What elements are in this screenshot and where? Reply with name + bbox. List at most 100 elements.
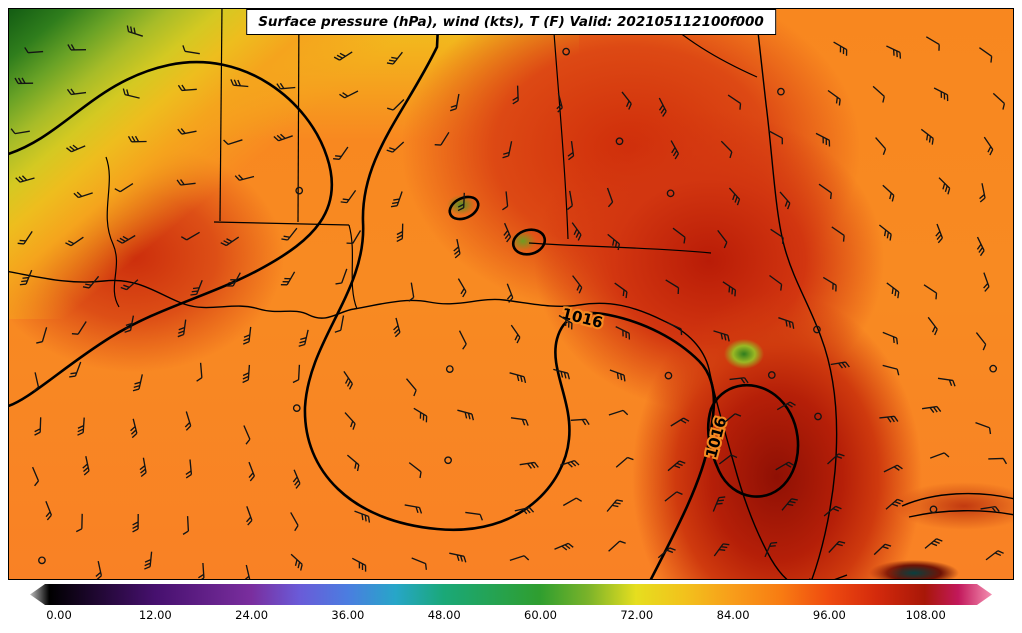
pressure-contour — [706, 383, 800, 498]
wind-barb — [922, 405, 942, 413]
wind-barb — [823, 505, 842, 517]
wind-barb — [273, 133, 293, 142]
wind-barb — [822, 276, 837, 292]
wind-barb — [132, 374, 143, 392]
wind-barb — [177, 128, 197, 135]
wind-barb — [333, 146, 349, 160]
wind-barb — [15, 175, 35, 183]
wind-barb — [509, 555, 530, 562]
wind-barb — [116, 234, 136, 244]
wind-barb — [184, 411, 192, 431]
wind-barb — [606, 187, 614, 208]
wind-barb — [408, 282, 415, 302]
wind-barb — [929, 452, 950, 459]
wind-barb — [713, 330, 730, 342]
wind-barb — [815, 132, 831, 147]
wind-barb — [82, 275, 100, 289]
wind-barb — [770, 228, 784, 244]
wind-barb — [404, 504, 423, 514]
wind-barb — [346, 230, 362, 245]
pressure-contour — [448, 195, 480, 221]
wind-barb — [127, 135, 147, 143]
wind-barb — [672, 227, 686, 244]
wind-barb — [292, 469, 301, 489]
wind-barb — [828, 540, 846, 553]
calm-wind-circle — [664, 371, 673, 380]
wind-barb — [387, 99, 405, 111]
wind-barb — [45, 500, 53, 521]
pressure-contours — [9, 9, 800, 579]
wind-barb — [457, 192, 465, 212]
wind-barb — [883, 464, 903, 473]
wind-barb — [728, 187, 741, 206]
wind-barb — [346, 454, 360, 472]
wind-barb — [562, 497, 583, 507]
wind-barb — [781, 498, 798, 511]
weather-map: 1016 1016 Surface pressure (hPa), wind (… — [8, 8, 1014, 580]
wind-barb — [554, 542, 574, 551]
wind-barb — [408, 462, 422, 479]
wind-barb — [664, 491, 683, 502]
wind-barb — [66, 144, 86, 153]
wind-barb — [559, 460, 580, 468]
calm-wind-circle — [292, 404, 301, 413]
wind-barb — [411, 557, 428, 570]
wind-barb — [95, 560, 103, 579]
wind-barb — [114, 183, 134, 193]
calm-wind-circle — [295, 186, 304, 195]
wind-barb — [510, 417, 529, 426]
wind-barb — [979, 47, 993, 63]
wind-barb — [413, 407, 428, 423]
wind-barb — [827, 453, 845, 465]
wind-barb — [779, 191, 791, 210]
wind-barb — [827, 89, 841, 106]
wind-barb — [778, 317, 795, 329]
wind-barb — [667, 322, 683, 336]
wind-barb — [920, 128, 934, 145]
wind-barb — [182, 45, 200, 55]
wind-barb — [19, 269, 33, 286]
wind-barb — [333, 51, 353, 61]
wind-barb — [567, 141, 575, 161]
coastlines — [9, 9, 1013, 579]
wind-barb — [458, 330, 467, 350]
wind-barb — [608, 409, 629, 416]
calm-wind-circle — [38, 556, 46, 565]
wind-barb — [386, 141, 405, 153]
wind-barb — [570, 418, 590, 426]
wind-barb — [139, 457, 147, 478]
colorbar-tick-label: 48.00 — [427, 608, 461, 622]
wind-barb — [434, 131, 450, 146]
wind-barb — [230, 79, 249, 88]
wind-barb — [717, 229, 728, 249]
wind-barb — [665, 279, 680, 295]
wind-barb — [176, 179, 196, 186]
wind-barb — [280, 271, 296, 286]
wind-barb — [567, 190, 573, 211]
wind-barb — [386, 51, 403, 65]
wind-barb — [667, 460, 686, 472]
pressure-contour — [511, 228, 547, 256]
calm-wind-circle — [615, 137, 624, 146]
colorbar-ticks: 0.00 12.00 24.00 36.00 48.00 60.00 72.00 84.00 9… — [0, 608, 1022, 626]
calm-wind-circle — [445, 365, 454, 373]
wind-barb — [980, 505, 1000, 513]
wind-barb — [122, 88, 140, 99]
wind-barb — [14, 77, 34, 85]
wind-barb — [975, 332, 987, 351]
wind-barb — [988, 457, 1008, 465]
wind-barb — [553, 368, 570, 380]
wind-barb — [979, 183, 986, 203]
wind-barb — [924, 538, 943, 549]
wind-barb — [281, 227, 298, 241]
calm-wind-circle — [813, 325, 821, 334]
wind-barb — [66, 88, 87, 96]
wind-barb — [923, 284, 938, 300]
wind-barb — [873, 543, 892, 556]
calm-wind-circle — [777, 87, 785, 96]
wind-barb — [248, 461, 255, 482]
wind-barb — [830, 361, 850, 369]
wind-barb — [727, 94, 742, 110]
wind-barb — [335, 268, 348, 285]
wind-barb — [935, 223, 944, 244]
